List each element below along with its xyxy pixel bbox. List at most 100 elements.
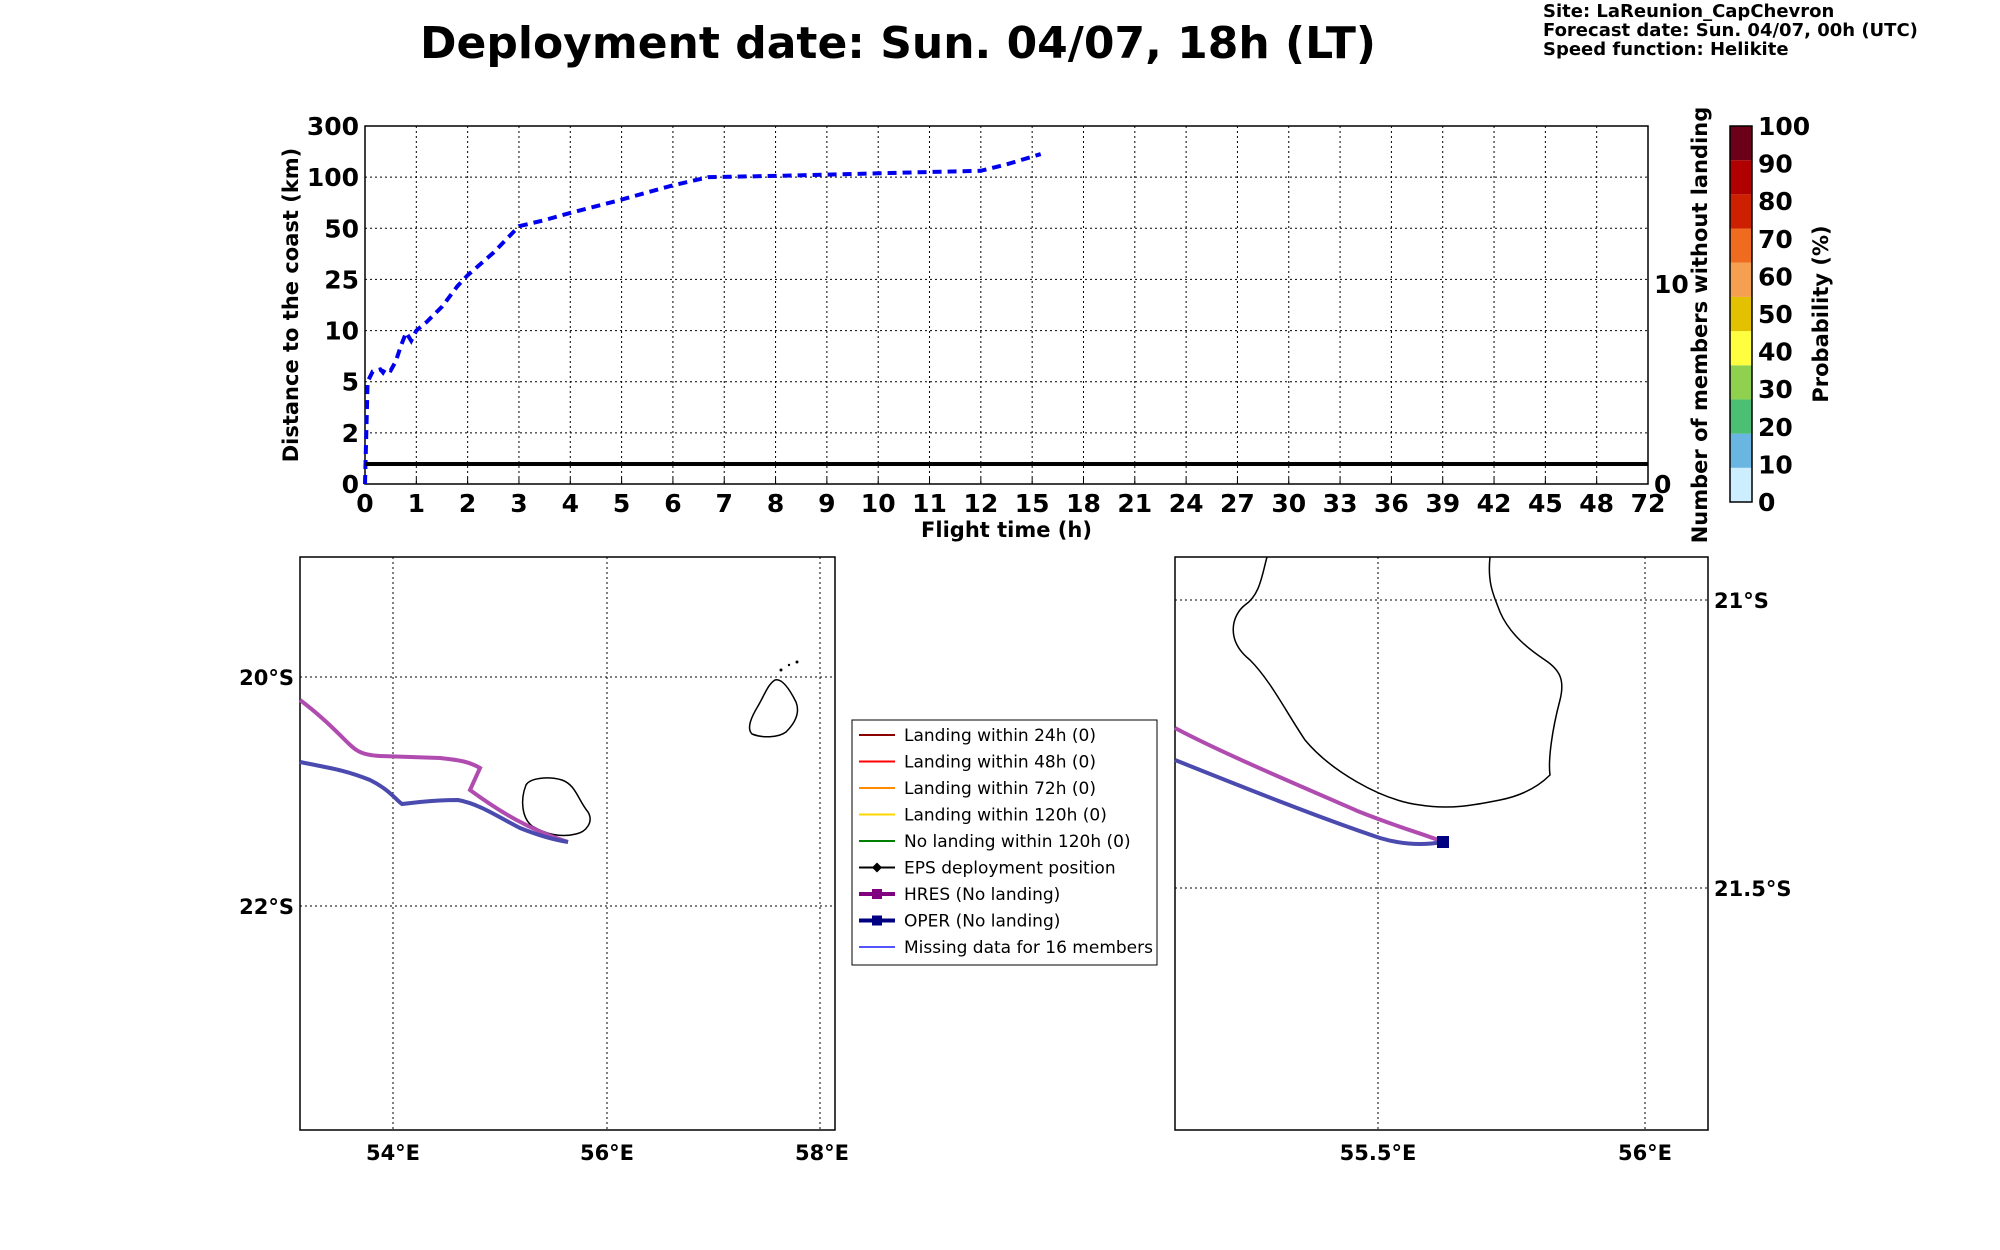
legend-item-label: Landing within 120h (0) [904, 806, 1107, 826]
x-axis-label: Flight time (h) [921, 518, 1092, 542]
legend-item-label: EPS deployment position [904, 859, 1116, 879]
y-tick-label: 50 [324, 214, 359, 243]
y-tick-label: 10 [324, 317, 359, 346]
plot-frame [364, 125, 1649, 485]
colorbar-tick-label: 60 [1758, 262, 1793, 291]
colorbar-tick-label: 100 [1758, 112, 1810, 141]
colorbar-label: Probability (%) [1809, 225, 1833, 402]
left-map-lat-label: 22°S [239, 895, 294, 919]
x-tick-label: 8 [767, 489, 784, 518]
left-map-reunion-coastline [521, 777, 591, 837]
x-tick-label: 9 [818, 489, 835, 518]
right-map-oper-trajectory [1174, 758, 1444, 847]
colorbar-tick-label: 20 [1758, 413, 1793, 442]
right-map-oper-end-marker [1437, 836, 1449, 848]
y-right-tick-label: 0 [1654, 470, 1671, 499]
right-map-lon-label: 56°E [1618, 1141, 1672, 1165]
colorbar-tick-label: 50 [1758, 300, 1793, 329]
right-map-lat-label: 21°S [1714, 589, 1769, 613]
x-tick-label: 21 [1117, 489, 1152, 518]
x-tick-label: 45 [1528, 489, 1563, 518]
x-tick-label: 12 [963, 489, 998, 518]
right-map-lon-label: 55.5°E [1340, 1141, 1417, 1165]
x-tick-label: 18 [1066, 489, 1101, 518]
legend-box [851, 719, 1158, 966]
right-map-lat-label: 21.5°S [1714, 877, 1791, 901]
left-map-islet [787, 663, 791, 667]
x-tick-label: 15 [1015, 489, 1050, 518]
colorbar-segment [1730, 262, 1752, 297]
y-tick-label: 300 [307, 112, 359, 141]
distance-series-line [363, 152, 1042, 485]
left-map-islet [795, 660, 799, 664]
forecast-date-label: Forecast date: Sun. 04/07, 00h (UTC) [1543, 20, 1918, 41]
y-tick-label: 25 [324, 265, 359, 294]
x-tick-label: 3 [510, 489, 527, 518]
colorbar-tick-label: 40 [1758, 338, 1793, 367]
x-tick-label: 33 [1323, 489, 1358, 518]
y-tick-label: 5 [342, 368, 359, 397]
legend-item-label: Landing within 48h (0) [904, 753, 1096, 773]
colorbar-tick-label: 80 [1758, 187, 1793, 216]
legend-item-label: No landing within 120h (0) [904, 832, 1131, 852]
x-tick-label: 72 [1631, 489, 1666, 518]
left-map-lon-label: 54°E [366, 1141, 420, 1165]
x-tick-label: 39 [1425, 489, 1460, 518]
legend-diamond-marker [872, 862, 882, 873]
x-tick-label: 36 [1374, 489, 1409, 518]
x-tick-label: 24 [1169, 489, 1204, 518]
x-tick-label: 7 [716, 489, 733, 518]
legend-item-label: Landing within 24h (0) [904, 726, 1096, 746]
y-tick-label: 2 [342, 419, 359, 448]
colorbar-segment [1730, 433, 1752, 468]
colorbar-tick-label: 70 [1758, 225, 1793, 254]
colorbar-segment [1730, 399, 1752, 434]
colorbar-segment [1730, 467, 1752, 502]
left-map-lat-label: 20°S [239, 666, 294, 690]
left-map-islet [779, 668, 783, 672]
x-tick-label: 5 [613, 489, 630, 518]
x-tick-label: 30 [1271, 489, 1306, 518]
y-right-axis-label: Number of members without landing [1688, 107, 1712, 544]
y-axis-label: Distance to the coast (km) [279, 148, 303, 463]
left-map-lon-label: 58°E [795, 1141, 849, 1165]
colorbar-segment [1730, 365, 1752, 400]
left-map-hres-trajectory [298, 698, 569, 844]
colorbar-segment [1730, 160, 1752, 195]
colorbar-segment [1730, 194, 1752, 229]
x-tick-label: 2 [459, 489, 476, 518]
x-tick-label: 6 [664, 489, 681, 518]
y-right-tick-label: 10 [1654, 270, 1689, 299]
x-tick-label: 42 [1477, 489, 1512, 518]
left-map-mauritius-coastline [748, 679, 799, 738]
x-tick-label: 10 [861, 489, 896, 518]
x-tick-label: 0 [356, 489, 373, 518]
right-map-reunion-coastline [1232, 556, 1563, 808]
left-map-oper-trajectory [299, 760, 569, 844]
legend-item-label: HRES (No landing) [904, 885, 1060, 905]
speed-function-label: Speed function: Helikite [1543, 39, 1789, 60]
colorbar-segment [1730, 228, 1752, 263]
site-label: Site: LaReunion_CapChevron [1543, 1, 1835, 22]
x-tick-label: 48 [1579, 489, 1614, 518]
colorbar-tick-label: 90 [1758, 150, 1793, 179]
colorbar-tick-label: 30 [1758, 375, 1793, 404]
colorbar-tick-label: 0 [1758, 488, 1775, 517]
legend-item-label: Landing within 72h (0) [904, 779, 1096, 799]
colorbar-segment [1730, 331, 1752, 366]
legend-square-marker [872, 889, 882, 899]
x-tick-label: 1 [408, 489, 425, 518]
colorbar-segment [1730, 126, 1752, 161]
legend-square-marker [872, 915, 882, 926]
right-map-hres-trajectory [1174, 726, 1444, 844]
legend-item-label: Missing data for 16 members [904, 938, 1153, 958]
y-tick-label: 0 [342, 470, 359, 499]
colorbar-segment [1730, 296, 1752, 332]
y-tick-label: 100 [307, 163, 359, 192]
left-map-lon-label: 56°E [580, 1141, 634, 1165]
colorbar-frame [1729, 125, 1753, 503]
legend-item-label: OPER (No landing) [904, 912, 1060, 932]
x-tick-label: 11 [912, 489, 947, 518]
colorbar-tick-label: 10 [1758, 450, 1793, 479]
